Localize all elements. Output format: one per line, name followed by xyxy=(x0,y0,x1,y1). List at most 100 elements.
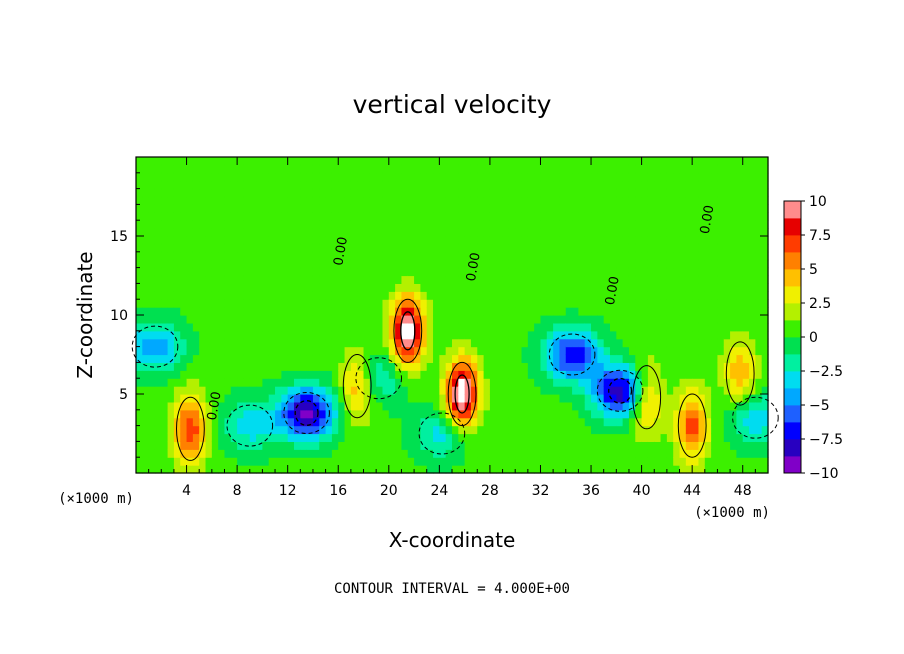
field-cell xyxy=(388,299,396,308)
field-cell xyxy=(445,386,453,395)
field-cell xyxy=(382,251,390,261)
field-cell xyxy=(685,354,693,363)
field-cell xyxy=(256,330,263,340)
field-cell xyxy=(508,386,516,395)
field-cell xyxy=(742,251,750,261)
field-cell xyxy=(730,330,737,340)
field-cell xyxy=(452,409,459,419)
field-cell xyxy=(666,346,674,356)
field-cell xyxy=(382,386,390,395)
field-cell xyxy=(610,204,617,213)
field-cell xyxy=(312,251,320,261)
field-cell xyxy=(679,346,687,356)
field-cell xyxy=(534,307,542,316)
field-cell xyxy=(420,441,428,450)
field-cell xyxy=(761,394,769,403)
field-cell xyxy=(711,196,719,205)
field-cell xyxy=(294,465,301,474)
field-cell xyxy=(154,299,162,308)
field-cell xyxy=(401,449,409,458)
field-cell xyxy=(312,338,320,348)
field-cell xyxy=(357,441,365,450)
field-cell xyxy=(287,386,295,395)
field-cell xyxy=(622,315,630,324)
field-cell xyxy=(565,228,573,237)
field-cell xyxy=(275,338,282,348)
field-cell xyxy=(420,243,428,253)
field-cell xyxy=(161,251,169,261)
field-cell xyxy=(294,330,301,340)
field-cell xyxy=(755,196,763,205)
field-cell xyxy=(186,267,194,277)
field-cell xyxy=(281,291,289,300)
field-cell xyxy=(136,425,143,435)
field-cell xyxy=(312,409,320,419)
field-cell xyxy=(407,362,415,371)
field-cell xyxy=(350,441,358,450)
field-cell xyxy=(154,283,162,292)
field-cell xyxy=(192,259,200,269)
field-cell xyxy=(243,338,251,348)
field-cell xyxy=(711,378,719,387)
field-cell xyxy=(761,157,769,166)
field-cell xyxy=(199,251,207,261)
field-cell xyxy=(515,322,523,332)
field-cell xyxy=(654,409,662,419)
field-cell xyxy=(508,228,516,237)
field-cell xyxy=(136,267,143,277)
field-cell xyxy=(262,386,270,395)
field-cell xyxy=(508,409,516,419)
field-cell xyxy=(319,409,327,419)
field-cell xyxy=(294,433,301,442)
field-cell xyxy=(553,307,561,316)
field-cell xyxy=(559,299,567,308)
field-cell xyxy=(597,164,605,174)
field-cell xyxy=(755,267,763,277)
field-cell xyxy=(344,172,352,182)
field-cell xyxy=(534,386,542,395)
field-cell xyxy=(635,204,643,213)
field-cell xyxy=(186,180,194,190)
field-cell xyxy=(578,441,586,450)
field-cell xyxy=(148,172,156,182)
field-cell xyxy=(641,283,649,292)
field-cell xyxy=(647,457,655,466)
field-cell xyxy=(635,346,643,356)
field-cell xyxy=(723,180,731,190)
colorbar-label: −5 xyxy=(809,398,830,414)
field-cell xyxy=(414,243,421,253)
field-cell xyxy=(294,394,301,403)
field-cell xyxy=(742,425,750,435)
field-cell xyxy=(698,157,706,166)
field-cell xyxy=(167,212,175,221)
field-cell xyxy=(508,204,516,213)
field-cell xyxy=(647,401,655,411)
field-cell xyxy=(357,196,365,205)
field-cell xyxy=(268,212,276,221)
field-cell xyxy=(502,362,510,371)
field-cell xyxy=(224,236,232,245)
field-cell xyxy=(230,164,238,174)
field-cell xyxy=(382,307,390,316)
field-cell xyxy=(388,275,396,284)
field-cell xyxy=(761,433,769,442)
field-cell xyxy=(142,394,150,403)
field-cell xyxy=(717,291,725,300)
field-cell xyxy=(742,267,750,277)
field-cell xyxy=(559,204,567,213)
field-cell xyxy=(376,394,384,403)
field-cell xyxy=(426,362,434,371)
field-cell xyxy=(470,409,478,419)
field-cell xyxy=(294,315,301,324)
field-cell xyxy=(414,457,421,466)
field-cell xyxy=(553,204,561,213)
field-cell xyxy=(654,457,662,466)
field-cell xyxy=(508,299,516,308)
field-cell xyxy=(249,465,257,474)
field-cell xyxy=(679,299,687,308)
field-cell xyxy=(717,449,725,458)
field-cell xyxy=(426,196,434,205)
field-cell xyxy=(306,267,314,277)
field-cell xyxy=(452,251,459,261)
field-cell xyxy=(382,449,390,458)
